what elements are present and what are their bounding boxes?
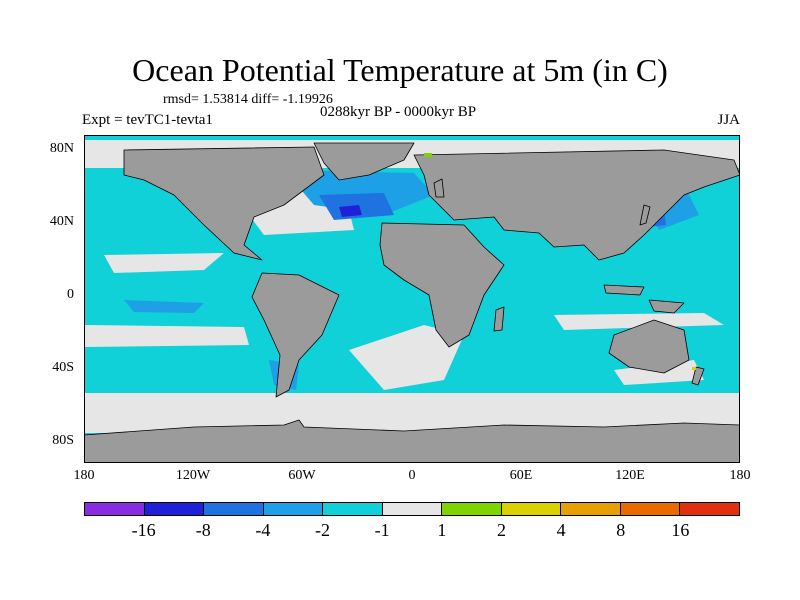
colorbar — [84, 502, 740, 516]
chart-title: Ocean Potential Temperature at 5m (in C) — [132, 52, 668, 88]
colorbar-box — [501, 503, 562, 515]
land-japan — [639, 204, 651, 226]
colorbar-label: -8 — [195, 520, 211, 540]
stats-text: rmsd= 1.53814 diff= -1.19926 — [163, 92, 333, 107]
y-tick-label: 80S — [52, 433, 74, 448]
colorbar-label: -2 — [315, 520, 331, 540]
y-tick-label: 80N — [49, 141, 74, 156]
x-tick-label: 180 — [729, 468, 751, 483]
land-uk — [433, 178, 445, 198]
land-madagascar — [493, 306, 505, 332]
colorbar-box — [382, 503, 443, 515]
land-greenland — [313, 142, 415, 181]
colorbar-box — [263, 503, 324, 515]
land-indonesia — [603, 284, 645, 296]
land-australia — [608, 319, 690, 374]
near-zero-zone — [104, 253, 224, 273]
colorbar-box — [442, 503, 502, 515]
colorbar-label: 8 — [616, 520, 626, 540]
coldest-zone — [339, 205, 362, 217]
x-tick-label: 120E — [615, 468, 645, 483]
colorbar-box — [85, 503, 145, 515]
x-tick-label: 180 — [73, 468, 95, 483]
x-tick-label: 0 — [408, 468, 416, 483]
colorbar-box — [204, 503, 264, 515]
land-new-guinea — [648, 299, 685, 314]
warm-patches — [424, 153, 696, 370]
near-zero-zone — [84, 325, 249, 347]
colorbar-label: -16 — [131, 520, 156, 540]
map-plot — [84, 135, 740, 463]
near-zero-zone — [554, 313, 724, 330]
colorbar-box — [620, 503, 681, 515]
warm-patch — [692, 367, 696, 370]
land-north-america — [123, 146, 325, 261]
land-antarctica — [84, 419, 740, 463]
season-label: JJA — [717, 112, 740, 128]
warm-patch — [424, 153, 432, 157]
colorbar-box — [144, 503, 205, 515]
map-frame — [84, 135, 740, 463]
colorbar-label: 1 — [437, 520, 447, 540]
x-tick-label: 60E — [509, 468, 533, 483]
experiment-label: Expt = tevTC1-tevta1 — [82, 112, 213, 128]
x-tick-label: 60W — [288, 468, 316, 483]
near-zero-zone — [349, 325, 464, 390]
cool-zone — [284, 170, 434, 215]
colorbar-label: 2 — [496, 520, 506, 540]
colorbar-box — [561, 503, 621, 515]
land-masses — [84, 142, 740, 463]
colorbar-label: 16 — [671, 520, 690, 540]
x-tick-label: 120W — [175, 468, 211, 483]
y-tick-label: 40N — [49, 214, 74, 229]
land-africa — [379, 222, 505, 348]
colorbar-label: 4 — [556, 520, 566, 540]
colorbar-label: -4 — [255, 520, 271, 540]
colorbar-label: -1 — [374, 520, 390, 540]
land-new-zealand — [691, 366, 705, 386]
period-label: 0288kyr BP - 0000kyr BP — [320, 104, 477, 120]
y-tick-label: 40S — [52, 360, 74, 375]
y-tick-label: 0 — [67, 287, 74, 302]
land-south-america — [251, 272, 340, 398]
cool-zone — [124, 300, 204, 313]
colorbar-box — [680, 503, 740, 515]
colorbar-box — [323, 503, 383, 515]
